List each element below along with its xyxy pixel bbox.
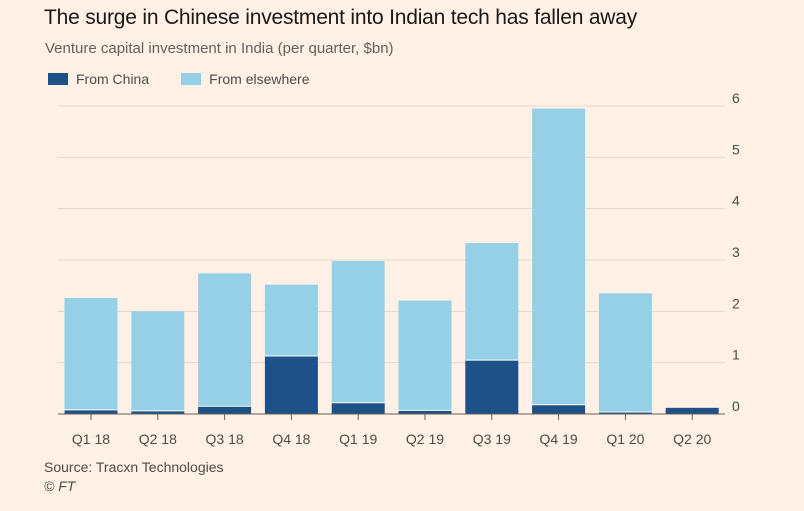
axes: 0 1 2 3 4 5 6 Q1 18 Q2 18 Q3 18 Q4 18 Q1 19 Q2 19 Q3 … [58, 90, 740, 447]
bar-china-q3-19 [465, 360, 519, 414]
bar-elsewhere-q1-20 [598, 293, 652, 412]
legend-label-china: From China [76, 71, 150, 87]
bar-elsewhere-q3-18 [198, 273, 252, 407]
y-tick-label-4: 4 [732, 193, 740, 209]
x-tick-label-q4-18: Q4 18 [272, 431, 310, 447]
legend-label-elsewhere: From elsewhere [209, 71, 310, 87]
bar-china-q4-18 [264, 355, 318, 414]
bar-elsewhere-q2-19 [398, 300, 452, 411]
bar-china-q2-18 [131, 410, 185, 414]
bar-china-q1-20 [598, 411, 652, 414]
y-tick-label-3: 3 [732, 244, 740, 260]
copyright-text: © FT [44, 478, 76, 494]
legend-swatch-china [48, 73, 68, 85]
chart-title: The surge in Chinese investment into Ind… [44, 6, 638, 29]
x-tick-label-q2-20: Q2 20 [673, 431, 711, 447]
legend-item-china: From China [48, 71, 149, 87]
bar-china-q1-19 [331, 402, 385, 414]
y-tick-label-6: 6 [732, 90, 740, 106]
y-tick-label-2: 2 [732, 295, 740, 311]
y-tick-label-0: 0 [732, 398, 740, 414]
x-tick-label-q2-19: Q2 19 [406, 431, 444, 447]
legend-item-elsewhere: From elsewhere [181, 71, 310, 87]
y-tick-label-1: 1 [732, 347, 740, 363]
x-tick-label-q4-19: Q4 19 [540, 431, 578, 447]
x-tick-label-q1-20: Q1 20 [606, 431, 644, 447]
bar-elsewhere-q4-19 [532, 108, 586, 405]
bar-china-q2-20 [665, 407, 719, 414]
bar-china-q3-18 [198, 406, 252, 414]
bar-china-q2-19 [398, 410, 452, 414]
y-tick-label-5: 5 [732, 141, 740, 157]
x-tick-label-q3-19: Q3 19 [473, 431, 511, 447]
legend: From China From elsewhere [48, 71, 310, 87]
bar-elsewhere-q3-19 [465, 243, 519, 361]
x-tick-label-q3-18: Q3 18 [206, 431, 244, 447]
chart-subtitle: Venture capital investment in India (per… [45, 40, 394, 57]
bar-elsewhere-q1-18 [64, 297, 118, 410]
bar-china-q4-19 [532, 404, 586, 414]
source-note: Source: Tracxn Technologies © FT [44, 458, 224, 496]
bar-elsewhere-q2-18 [131, 311, 185, 411]
x-tick-label-q1-18: Q1 18 [72, 431, 110, 447]
legend-swatch-elsewhere [181, 73, 202, 85]
bars [64, 108, 719, 414]
bar-china-q1-18 [64, 409, 118, 414]
source-text: Source: Tracxn Technologies [44, 459, 224, 475]
x-tick-label-q1-19: Q1 19 [339, 431, 377, 447]
bar-elsewhere-q4-18 [264, 284, 318, 356]
bar-elsewhere-q1-19 [331, 261, 385, 403]
x-tick-label-q2-18: Q2 18 [139, 431, 177, 447]
